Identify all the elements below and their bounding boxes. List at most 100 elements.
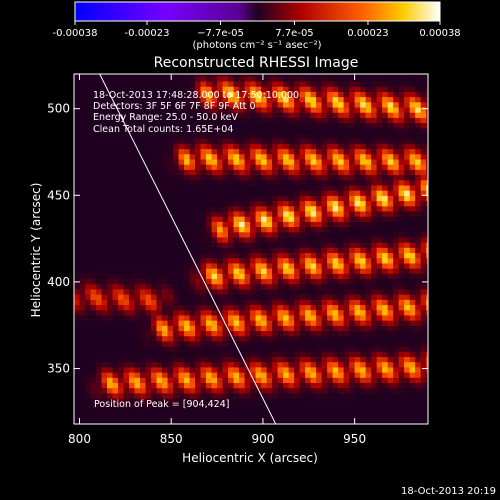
- heatmap-cell: [101, 351, 108, 358]
- heatmap-cell: [277, 153, 284, 160]
- heatmap-cell: [151, 268, 158, 274]
- heatmap-cell: [393, 226, 400, 233]
- heatmap-cell: [151, 242, 158, 248]
- heatmap-cell: [195, 288, 202, 295]
- heatmap-cell: [365, 80, 372, 87]
- heatmap-cell: [129, 335, 136, 342]
- heatmap-cell: [217, 158, 224, 165]
- heatmap-cell: [420, 164, 427, 170]
- heatmap-cell: [167, 138, 174, 144]
- heatmap-cell: [178, 335, 185, 342]
- heatmap-cell: [409, 273, 416, 280]
- heatmap-cell: [426, 418, 428, 424]
- heatmap-cell: [266, 299, 273, 306]
- heatmap-cell: [398, 122, 405, 129]
- heatmap-cell: [211, 330, 218, 337]
- heatmap-cell: [206, 387, 213, 394]
- heatmap-cell: [387, 242, 394, 248]
- heatmap-cell: [321, 106, 328, 113]
- heatmap-cell: [140, 200, 147, 207]
- heatmap-cell: [79, 190, 86, 196]
- heatmap-cell: [184, 304, 191, 311]
- heatmap-cell: [283, 408, 290, 415]
- heatmap-cell: [145, 200, 152, 207]
- heatmap-cell: [294, 283, 301, 290]
- heatmap-cell: [310, 91, 317, 98]
- heatmap-cell: [228, 101, 235, 108]
- heatmap-cell: [371, 195, 378, 202]
- heatmap-cell: [272, 164, 279, 170]
- heatmap-cell: [327, 148, 334, 155]
- heatmap-cell: [145, 278, 152, 285]
- heatmap-cell: [79, 96, 86, 103]
- heatmap-cell: [244, 127, 251, 134]
- heatmap-cell: [74, 330, 81, 337]
- heatmap-cell: [332, 74, 339, 77]
- heatmap-cell: [338, 262, 345, 269]
- heatmap-cell: [206, 158, 213, 165]
- heatmap-cell: [118, 138, 125, 144]
- heatmap-cell: [321, 403, 328, 410]
- heatmap-cell: [305, 127, 312, 134]
- heatmap-cell: [123, 408, 130, 415]
- heatmap-cell: [140, 242, 147, 248]
- heatmap-cell: [239, 169, 246, 176]
- heatmap-cell: [112, 288, 119, 295]
- heatmap-cell: [134, 210, 141, 217]
- heatmap-cell: [415, 372, 422, 378]
- heatmap-cell: [415, 268, 422, 274]
- heatmap-cell: [288, 226, 295, 233]
- heatmap-cell: [74, 101, 81, 108]
- heatmap-cell: [145, 377, 152, 384]
- heatmap-cell: [156, 273, 163, 280]
- heatmap-cell: [79, 372, 86, 378]
- heatmap-cell: [420, 226, 427, 233]
- heatmap-cell: [382, 372, 389, 378]
- heatmap-cell: [360, 309, 367, 316]
- heatmap-cell: [189, 392, 196, 399]
- heatmap-cell: [398, 184, 405, 191]
- heatmap-cell: [393, 148, 400, 155]
- heatmap-cell: [321, 325, 328, 332]
- heatmap-cell: [211, 335, 218, 342]
- heatmap-cell: [371, 314, 378, 321]
- heatmap-cell: [393, 356, 400, 363]
- heatmap-cell: [189, 86, 196, 92]
- heatmap-cell: [222, 320, 229, 326]
- heatmap-cell: [398, 221, 405, 228]
- heatmap-cell: [349, 190, 356, 196]
- heatmap-cell: [90, 169, 97, 176]
- heatmap-cell: [74, 294, 81, 300]
- heatmap-cell: [178, 262, 185, 269]
- heatmap-cell: [184, 330, 191, 337]
- heatmap-cell: [305, 195, 312, 202]
- heatmap-cell: [266, 278, 273, 285]
- heatmap-cell: [387, 398, 394, 404]
- colorbar-ticks: -0.00038 -0.00023 −7.7e-05 7.7e-05 0.00023 0.…: [53, 21, 461, 39]
- heatmap-cell: [327, 101, 334, 108]
- heatmap-cell: [426, 96, 428, 103]
- heatmap-cell: [283, 283, 290, 290]
- heatmap-cell: [79, 273, 86, 280]
- heatmap-cell: [233, 75, 240, 82]
- heatmap-cell: [288, 262, 295, 269]
- heatmap-cell: [316, 179, 323, 186]
- heatmap-cell: [211, 132, 218, 139]
- heatmap-cell: [134, 231, 141, 238]
- heatmap-cell: [123, 153, 130, 160]
- heatmap-cell: [321, 164, 328, 170]
- heatmap-cell: [233, 382, 240, 389]
- heatmap-cell: [305, 278, 312, 285]
- heatmap-cell: [305, 247, 312, 254]
- heatmap-cell: [420, 91, 427, 98]
- heatmap-cell: [112, 138, 119, 144]
- heatmap-cell: [387, 340, 394, 347]
- heatmap-cell: [354, 309, 361, 316]
- heatmap-cell: [277, 158, 284, 165]
- heatmap-cell: [184, 190, 191, 196]
- heatmap-cell: [327, 106, 334, 113]
- heatmap-cell: [151, 164, 158, 170]
- heatmap-cell: [349, 86, 356, 92]
- heatmap-cell: [79, 164, 86, 170]
- heatmap-cell: [327, 190, 334, 196]
